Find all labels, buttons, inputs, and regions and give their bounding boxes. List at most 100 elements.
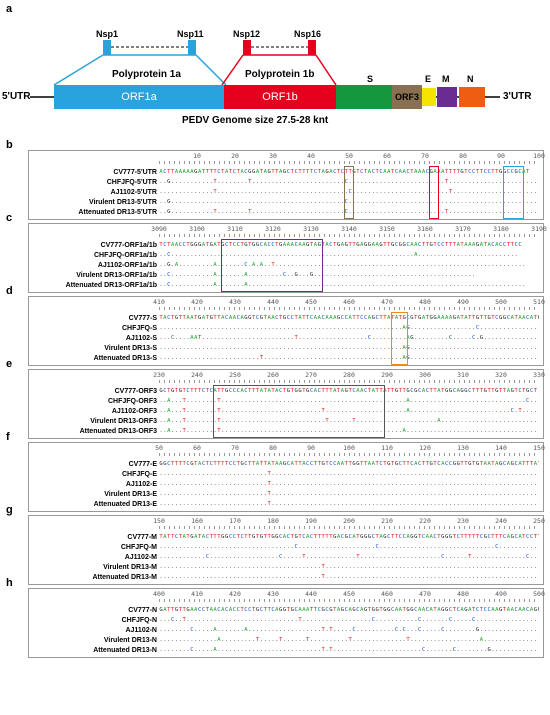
sequence-bases: TCTAACCTGGGATGATGCTCCTGTGGCACCTGAAACAAGT…: [159, 242, 522, 248]
sequence-name: AJ1102-N: [125, 627, 157, 634]
sequence-row: AJ1102-M ............C..................C…: [29, 553, 543, 562]
orf3-segment: ORF3: [392, 85, 422, 109]
sequence-name: CV777-E: [128, 461, 157, 468]
ruler-tick-label: 500: [495, 298, 507, 306]
sequence-row: AJ1102-S ...C....AAT.....................…: [29, 334, 543, 343]
sequence-row: Virulent DR13-M.........................…: [29, 563, 543, 572]
ruler-tick-label: 20: [231, 152, 239, 160]
position-ruler: 400 410 420 430 440 450 460 470 480 490 500: [153, 590, 545, 601]
sequence-name: CV777-N: [128, 607, 157, 614]
sequence-name: CHFJFQ-S: [122, 325, 157, 332]
sequence-name: Virulent DR13-M: [103, 564, 157, 571]
ruler-tick-label: 460: [381, 590, 393, 598]
ruler-tick-label: 200: [343, 517, 355, 525]
sequence-name: CV777-5'UTR: [113, 169, 157, 176]
orf1b-label: ORF1b: [262, 91, 298, 103]
ruler-tick-label: 70: [421, 152, 429, 160]
sequence-bases: TATTCTATGATACTTTGGCCTCTTGTGTTGGCACTGTCAC…: [159, 534, 539, 540]
ruler-tick-label: 510: [533, 298, 545, 306]
ruler-tick-label: 140: [495, 444, 507, 452]
panel-b-letter: b: [6, 139, 13, 151]
sequence-bases: ..G.....................................…: [159, 199, 539, 205]
sequence-row: CHFJFQ-5'UTR ..G...........T........T....…: [29, 178, 543, 187]
ruler-tick-label: 3090: [151, 225, 167, 233]
sequence-name: AJ1102-M: [124, 554, 157, 561]
sequence-name: AJ1102-ORF3: [111, 408, 157, 415]
variant-highlight-box: [429, 166, 439, 219]
alignment-panel-g: 150 160 170 180 190 200 210 220 230 240 250 CV777-M…: [28, 515, 545, 585]
s-segment: [336, 85, 392, 109]
sequence-name: Virulent DR13-ORF1a/1b: [76, 272, 157, 279]
ruler-tick-marks: [159, 234, 539, 237]
sequence-row: Attenuated DR13-N ........C.....A........…: [29, 646, 543, 655]
ruler-tick-label: 70: [231, 444, 239, 452]
sequence-bases: ........C.....A.......A.................…: [159, 627, 537, 633]
sequence-name: CHFJFQ-E: [122, 471, 157, 478]
sequence-bases: ............................T...........…: [159, 491, 539, 497]
sequence-row: Attenuated DR13-ORF3 ..A...T........T....…: [29, 427, 543, 436]
s-label: S: [367, 74, 374, 84]
polyprotein-1b-left-edge: [221, 54, 244, 86]
e-label: E: [425, 74, 432, 84]
n-label: N: [467, 74, 474, 84]
ruler-tick-marks: [159, 526, 539, 529]
variant-highlight-box: [390, 312, 409, 365]
ruler-tick-marks: [159, 380, 539, 383]
sequence-row: Attenuated DR13-E.......................…: [29, 500, 543, 509]
polyprotein-1a-right-edge: [195, 54, 227, 86]
sequence-name: Attenuated DR13-E: [93, 501, 157, 508]
sequence-row: CHFJFQ-ORF1a/1b ..C......................…: [29, 251, 543, 260]
sequence-name: CHFJFQ-ORF3: [108, 398, 157, 405]
sequence-bases: ............................T...........…: [159, 501, 539, 507]
position-ruler: 410 420 430 440 450 460 470 480 490 500 510: [153, 298, 545, 309]
orf1a-label: ORF1a: [121, 91, 157, 103]
sequence-bases: ..C.....................................…: [159, 252, 518, 258]
ruler-tick-label: 470: [419, 590, 431, 598]
alignment-panel-e: 230 240 250 260 270 280 290 300 310 320 330 CV777-O…: [28, 369, 545, 439]
sequence-name: Attenuated DR13-N: [93, 647, 157, 654]
sequence-row: Virulent DR13-S.........................…: [29, 344, 543, 353]
ruler-tick-label: 160: [191, 517, 203, 525]
sequence-row: CV777-5'UTR ACTTAAAAAGATTTTCTATCTACGGATAG…: [29, 168, 543, 177]
sequence-row: CHFJFQ-N ...C..T.........................…: [29, 616, 543, 625]
alignment-panel-d: 410 420 430 440 450 460 470 480 490 500 510 CV777-S…: [28, 296, 545, 366]
ruler-tick-label: 60: [193, 444, 201, 452]
sequence-row: Virulent DR13-ORF3 ..A...T........T......…: [29, 417, 543, 426]
nsp16-label: Nsp16: [294, 29, 322, 39]
sequence-row: CHFJFQ-S................................…: [29, 324, 543, 333]
sequence-name: CHFJFQ-5'UTR: [106, 179, 157, 186]
ruler-tick-label: 150: [153, 517, 165, 525]
sequence-bases: ACTTAAAAAGATTTTCTATCTACGGATAGTTAGCTCTTTT…: [159, 169, 530, 175]
variant-highlight-box: [220, 239, 324, 292]
polyprotein-1a-left-edge: [53, 54, 104, 86]
utr3-label: 3'UTR: [503, 91, 532, 102]
sequence-name: AJ1102-ORF1a/1b: [97, 262, 157, 269]
ruler-tick-label: 180: [267, 517, 279, 525]
sequence-row: Attenuated DR13-5'UTR ..G...........T....…: [29, 208, 543, 217]
sequence-name: CHFJFQ-M: [120, 544, 157, 551]
genome-size-caption: PEDV Genome size 27.5-28 knt: [182, 115, 329, 126]
sequence-name: CV777-ORF3: [114, 388, 157, 395]
alignment-panel-b: 10 20 30 40 50 60 70 80 90 100 CV777-5'UTR ACTTAAAA…: [28, 150, 545, 220]
sequence-bases: ..A...T........T........................…: [159, 418, 539, 424]
sequence-bases: ...C..T.............................T...…: [159, 617, 539, 623]
ruler-tick-label: 120: [419, 444, 431, 452]
ruler-tick-label: 50: [345, 152, 353, 160]
sequence-bases: ...C....AAT........................T....…: [159, 335, 539, 341]
panel-h-letter: h: [6, 577, 13, 589]
sequence-row: AJ1102-ORF3 ..A...T........T.............…: [29, 407, 543, 416]
sequence-bases: ..G.A.........A.......C.A.A..T..........…: [159, 262, 526, 268]
sequence-bases: ..A...T........T........................…: [159, 398, 539, 404]
ruler-tick-label: 100: [533, 152, 545, 160]
ruler-tick-label: 50: [155, 444, 163, 452]
sequence-name: AJ1102-S: [125, 335, 157, 342]
sequence-name: Attenuated DR13-ORF1a/1b: [65, 282, 157, 289]
sequence-row: Virulent DR13-ORF1a/1b ..C...........A...…: [29, 271, 543, 280]
variant-highlight-box: [344, 166, 354, 219]
sequence-row: CV777-N GATTGTTGAACCTAACACACCTCCTGCTTCAGG…: [29, 606, 543, 615]
ruler-tick-label: 170: [229, 517, 241, 525]
sequence-name: Virulent DR13-N: [103, 637, 157, 644]
sequence-name: Attenuated DR13-5'UTR: [78, 209, 157, 216]
ruler-tick-label: 80: [269, 444, 277, 452]
